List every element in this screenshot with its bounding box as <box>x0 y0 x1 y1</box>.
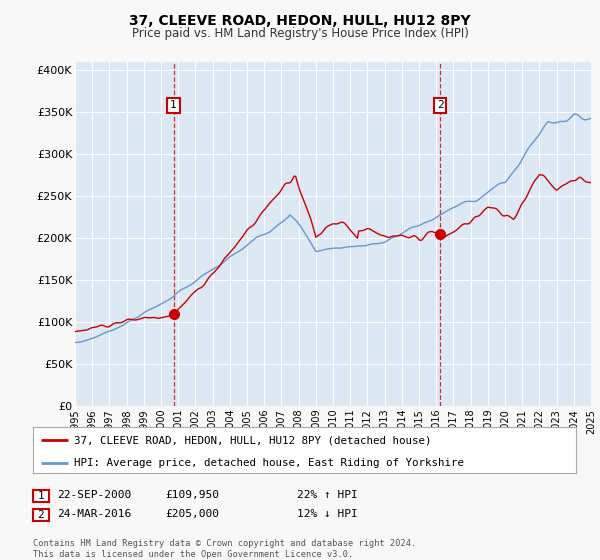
Text: 37, CLEEVE ROAD, HEDON, HULL, HU12 8PY: 37, CLEEVE ROAD, HEDON, HULL, HU12 8PY <box>129 14 471 28</box>
Text: HPI: Average price, detached house, East Riding of Yorkshire: HPI: Average price, detached house, East… <box>74 458 464 468</box>
Text: Contains HM Land Registry data © Crown copyright and database right 2024.
This d: Contains HM Land Registry data © Crown c… <box>33 539 416 559</box>
Text: 2: 2 <box>437 100 443 110</box>
Text: £109,950: £109,950 <box>165 490 219 500</box>
Text: 22% ↑ HPI: 22% ↑ HPI <box>297 490 358 500</box>
Text: Price paid vs. HM Land Registry's House Price Index (HPI): Price paid vs. HM Land Registry's House … <box>131 27 469 40</box>
Text: 12% ↓ HPI: 12% ↓ HPI <box>297 509 358 519</box>
Text: 22-SEP-2000: 22-SEP-2000 <box>57 490 131 500</box>
Text: 1: 1 <box>170 100 177 110</box>
Text: 1: 1 <box>37 491 44 501</box>
Text: 24-MAR-2016: 24-MAR-2016 <box>57 509 131 519</box>
Text: 37, CLEEVE ROAD, HEDON, HULL, HU12 8PY (detached house): 37, CLEEVE ROAD, HEDON, HULL, HU12 8PY (… <box>74 435 431 445</box>
Text: 2: 2 <box>37 510 44 520</box>
Text: £205,000: £205,000 <box>165 509 219 519</box>
